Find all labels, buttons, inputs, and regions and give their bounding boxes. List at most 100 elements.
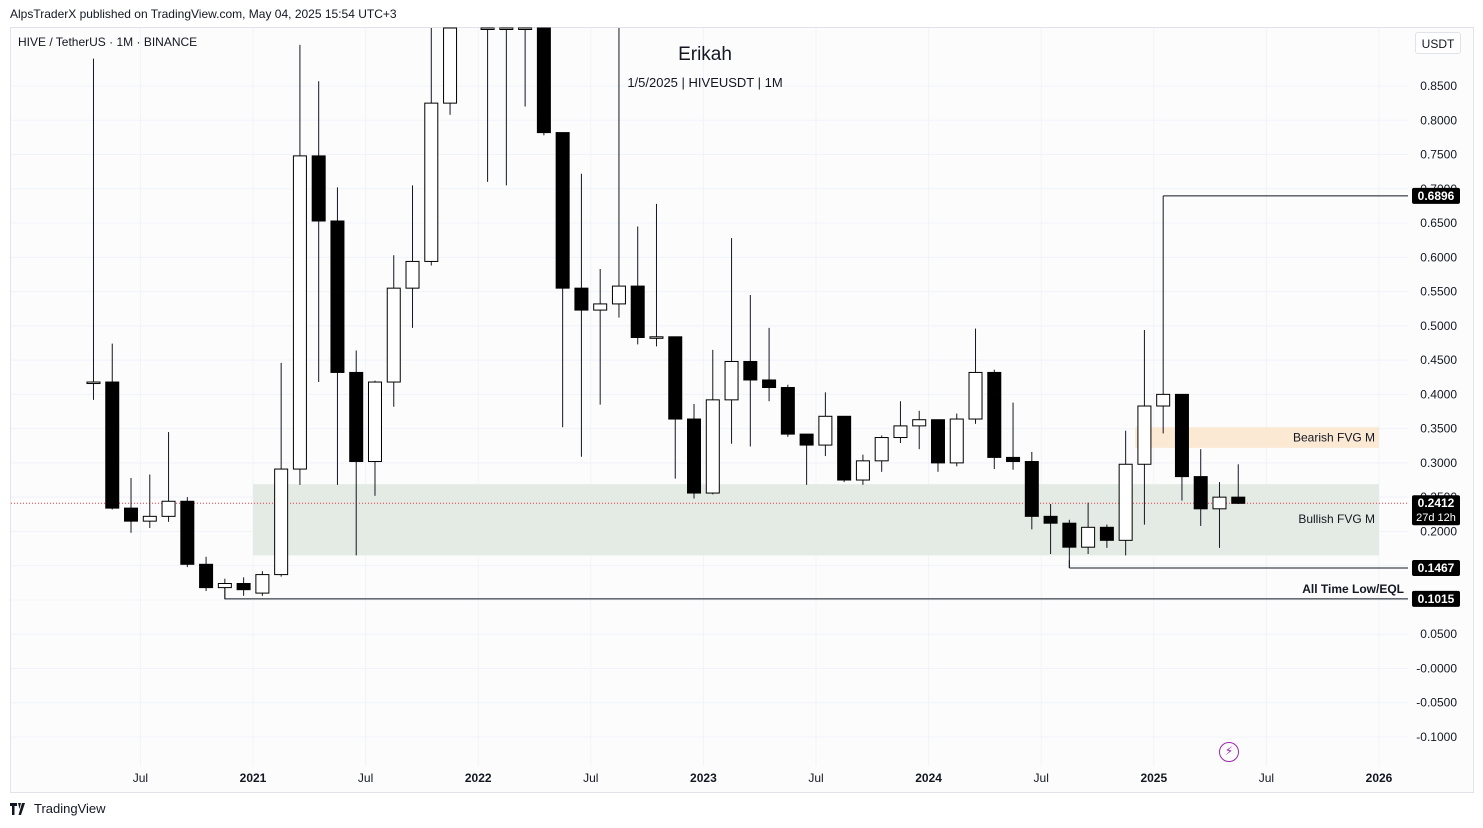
- candle: [743, 295, 758, 447]
- candle-body: [236, 583, 251, 591]
- candle: [480, 27, 495, 182]
- candle-body: [1081, 526, 1096, 548]
- x-tick-label: Jul: [808, 771, 823, 785]
- candle-body: [705, 399, 720, 494]
- y-tick-label: 0.5000: [1420, 319, 1457, 333]
- candle: [1118, 430, 1133, 556]
- candle: [386, 255, 401, 407]
- candle: [1174, 393, 1189, 501]
- level-price-tag: [1412, 187, 1460, 204]
- candle: [912, 410, 927, 450]
- candle: [142, 474, 157, 528]
- candle-body: [443, 27, 458, 104]
- candle: [536, 27, 551, 136]
- candle: [86, 58, 101, 400]
- tradingview-logo-icon: [10, 802, 25, 815]
- candle-body: [1062, 522, 1077, 548]
- candle: [780, 384, 795, 437]
- candle-body: [762, 379, 777, 389]
- y-tick-label: 0.8500: [1420, 79, 1457, 93]
- candle-body: [1156, 393, 1171, 407]
- candle-body: [142, 515, 157, 522]
- fvg-zone: [253, 484, 1379, 556]
- y-tick-label: 0.8000: [1420, 113, 1457, 127]
- candle: [930, 419, 945, 472]
- candle-body: [1137, 405, 1152, 465]
- candle-body: [1231, 496, 1246, 504]
- candle: [330, 187, 345, 485]
- candle: [518, 27, 533, 107]
- candle: [593, 268, 608, 405]
- y-tick-label: 0.5500: [1420, 285, 1457, 299]
- candle: [1006, 402, 1021, 470]
- candle: [1137, 329, 1152, 525]
- level-price-tag: [1412, 559, 1460, 576]
- candle: [199, 556, 214, 592]
- candle: [1193, 449, 1208, 526]
- candle: [855, 454, 870, 485]
- candle-body: [1212, 496, 1227, 510]
- candle: [367, 380, 382, 496]
- candle-body: [311, 155, 326, 222]
- candle-body: [987, 371, 1002, 458]
- candle-body: [855, 460, 870, 481]
- candle: [443, 27, 458, 115]
- candle-body: [1006, 456, 1021, 463]
- y-tick-label: 0.3500: [1420, 422, 1457, 436]
- candle: [124, 477, 139, 533]
- x-tick-label: Jul: [1259, 771, 1274, 785]
- level-price-label: 0.1015: [1418, 592, 1455, 606]
- candle-body: [330, 220, 345, 373]
- candle-body: [86, 381, 101, 385]
- y-tick-label: 0.7500: [1420, 148, 1457, 162]
- candle-body: [743, 360, 758, 381]
- footer-brand[interactable]: TradingView: [10, 801, 106, 816]
- candle-body: [1024, 461, 1039, 517]
- candle-body: [668, 336, 683, 420]
- candle: [1231, 464, 1246, 505]
- currency-button[interactable]: USDT: [1415, 32, 1461, 54]
- candle-body: [274, 468, 289, 576]
- candle-body: [630, 285, 645, 338]
- candle-body: [536, 27, 551, 134]
- candle: [1212, 482, 1227, 548]
- candle-body: [105, 381, 120, 509]
- fvg-zone-label: Bullish FVG M: [1298, 512, 1375, 526]
- candle: [574, 173, 589, 457]
- candle-body: [780, 387, 795, 435]
- candle-body: [593, 303, 608, 311]
- level-price-label: 0.1467: [1418, 561, 1455, 575]
- candle: [630, 226, 645, 345]
- candle-body: [1193, 476, 1208, 510]
- current-price-countdown: 27d 12h: [1416, 512, 1456, 524]
- footer-brand-text: TradingView: [34, 801, 106, 816]
- candle-body: [180, 500, 195, 565]
- lightning-icon[interactable]: ⚡: [1219, 742, 1239, 762]
- x-tick-label: 2022: [465, 771, 492, 785]
- candle-body: [555, 132, 570, 289]
- candle: [1043, 504, 1058, 555]
- candle-body: [687, 418, 702, 494]
- candle-body: [424, 102, 439, 262]
- candle-body: [161, 500, 176, 517]
- candle-body: [405, 260, 420, 289]
- level-annotation: All Time Low/EQL: [1302, 582, 1404, 596]
- candle: [874, 435, 889, 472]
- candle-body: [518, 27, 533, 30]
- candle-body: [799, 433, 814, 446]
- candle: [949, 413, 964, 467]
- y-tick-label: 0.2000: [1420, 524, 1457, 538]
- candle: [255, 571, 270, 596]
- candle-body: [349, 371, 364, 463]
- candle: [668, 336, 683, 479]
- candle-body: [499, 27, 514, 30]
- y-tick-label: 0.6000: [1420, 250, 1457, 264]
- x-tick-label: Jul: [1034, 771, 1049, 785]
- candle: [292, 44, 307, 485]
- y-tick-label: 0.6500: [1420, 216, 1457, 230]
- watermark-title: Erikah: [678, 44, 732, 65]
- candle-body: [949, 418, 964, 464]
- y-tick-label: 0.3000: [1420, 456, 1457, 470]
- candle: [724, 238, 739, 444]
